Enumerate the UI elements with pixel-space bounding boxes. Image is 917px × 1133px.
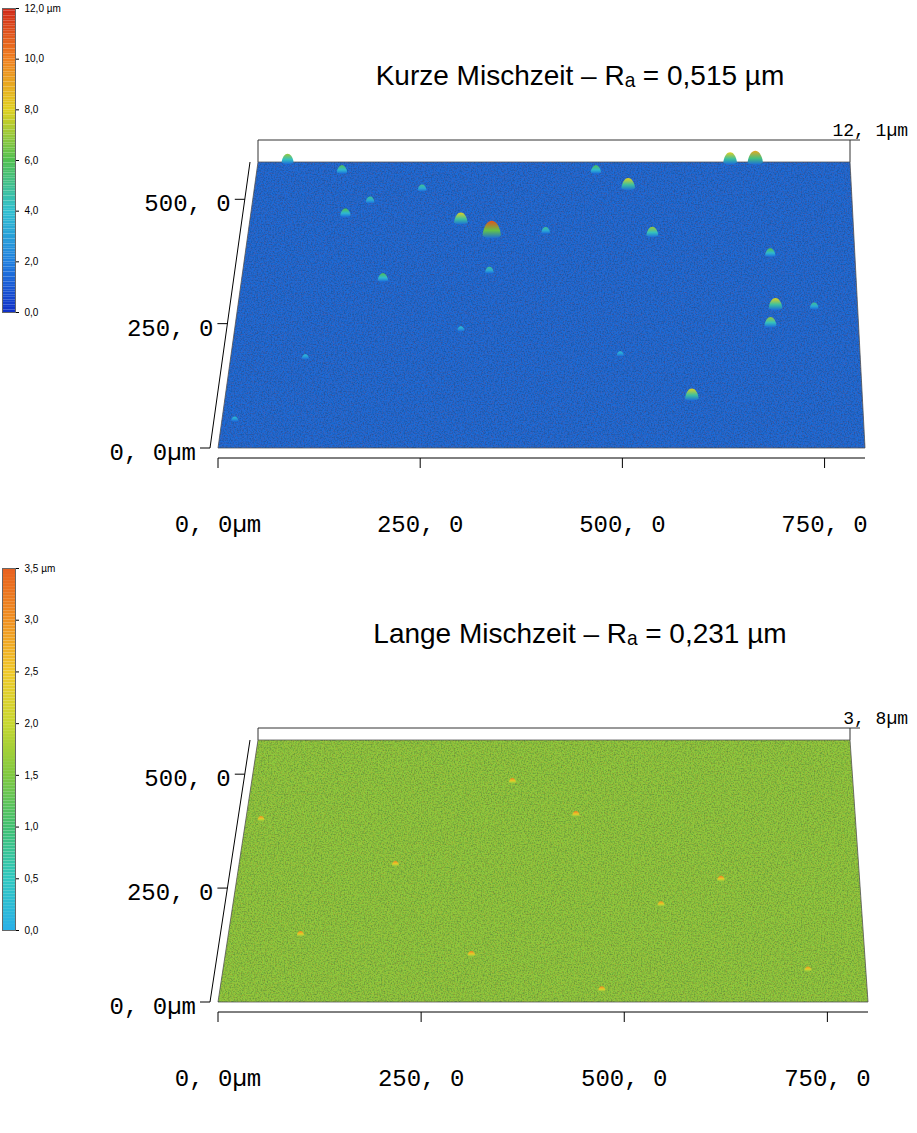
svg-text:250, 0: 250, 0 xyxy=(127,316,213,343)
svg-text:Kurze Mischzeit – Rₐ = 0,515 µ: Kurze Mischzeit – Rₐ = 0,515 µm xyxy=(376,60,785,91)
svg-text:0,0: 0,0 xyxy=(25,307,39,318)
svg-text:500, 0: 500, 0 xyxy=(581,1066,667,1093)
svg-text:0,0: 0,0 xyxy=(25,925,39,936)
svg-text:4,0: 4,0 xyxy=(25,205,39,216)
svg-text:8,0: 8,0 xyxy=(25,104,39,115)
svg-text:750, 0: 750, 0 xyxy=(781,512,867,539)
svg-text:0, 0µm: 0, 0µm xyxy=(175,1066,261,1093)
svg-text:0, 0µm: 0, 0µm xyxy=(110,440,196,467)
svg-text:2,0: 2,0 xyxy=(25,256,39,267)
svg-text:0, 0µm: 0, 0µm xyxy=(175,512,261,539)
svg-text:3, 8µm: 3, 8µm xyxy=(843,709,908,729)
svg-text:3,5 µm: 3,5 µm xyxy=(25,563,56,574)
svg-text:10,0: 10,0 xyxy=(25,53,45,64)
svg-text:2,5: 2,5 xyxy=(25,666,39,677)
svg-text:12, 1µm: 12, 1µm xyxy=(832,121,908,141)
svg-text:1,5: 1,5 xyxy=(25,770,39,781)
svg-text:250, 0: 250, 0 xyxy=(127,880,213,907)
svg-text:250, 0: 250, 0 xyxy=(378,1066,464,1093)
svg-text:2,0: 2,0 xyxy=(25,718,39,729)
svg-text:6,0: 6,0 xyxy=(25,155,39,166)
svg-text:1,0: 1,0 xyxy=(25,821,39,832)
svg-text:0,5: 0,5 xyxy=(25,873,39,884)
svg-text:12,0 µm: 12,0 µm xyxy=(25,3,61,14)
svg-text:500, 0: 500, 0 xyxy=(144,191,230,218)
svg-text:Lange Mischzeit – Rₐ = 0,231 µ: Lange Mischzeit – Rₐ = 0,231 µm xyxy=(373,618,786,649)
svg-text:500, 0: 500, 0 xyxy=(144,766,230,793)
svg-text:250, 0: 250, 0 xyxy=(377,512,463,539)
svg-text:750, 0: 750, 0 xyxy=(784,1066,870,1093)
svg-text:500, 0: 500, 0 xyxy=(579,512,665,539)
svg-text:3,0: 3,0 xyxy=(25,614,39,625)
svg-text:0, 0µm: 0, 0µm xyxy=(110,994,196,1021)
